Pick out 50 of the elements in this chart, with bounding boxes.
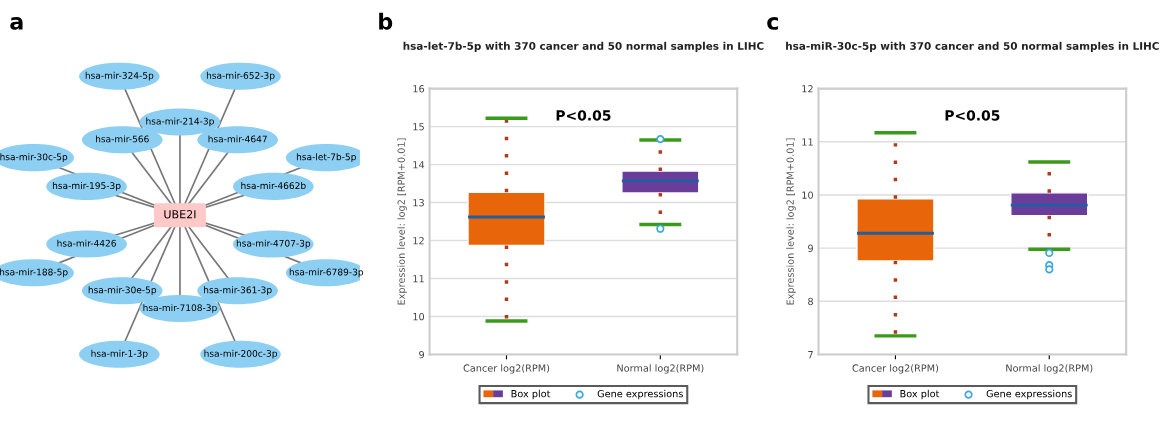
text: hsa-mir-4707-3p <box>236 239 311 249</box>
text: hsa-mir-214-3p <box>146 117 214 127</box>
text: hsa-mir-188-5p <box>0 268 68 278</box>
annotation: P<0.05 <box>945 110 1000 121</box>
y-tick-label: 7 <box>808 351 813 359</box>
text: hsa-mir-4662b <box>241 182 306 190</box>
legend-label: Box plot <box>511 389 551 400</box>
text: hsa-mir-361-3p <box>204 286 272 296</box>
text: hsa-mir-4647 <box>208 135 267 143</box>
text: hsa-mir-1-3p <box>91 349 148 359</box>
y-tick-label: 13 <box>413 199 424 207</box>
y-tick-label: 9 <box>808 244 813 252</box>
text: UBE2I <box>164 210 196 219</box>
text: hsa-mir-6789-3p <box>289 268 364 278</box>
y-tick-label: 11 <box>802 138 813 146</box>
legend-label: Gene expressions <box>986 389 1072 400</box>
x-tick-label: Normal log2(RPM) <box>1006 364 1093 374</box>
text: b <box>379 12 393 30</box>
x-tick-label: Cancer log2(RPM) <box>463 364 550 374</box>
text: hsa-mir-30e-5p <box>88 286 157 296</box>
y-tick-label: 16 <box>413 85 425 93</box>
y-tick-label: 11 <box>413 275 424 283</box>
chart-title: hsa-miR-30c-5p with 370 cancer and 50 normal samples in LIHC <box>786 41 1159 52</box>
text: hsa-let-7b-5p <box>296 153 356 163</box>
chart-title: hsa-let-7b-5p with 370 cancer and 50 normal samples in LIHC <box>403 41 764 52</box>
text: c <box>767 17 778 30</box>
y-axis-title: Expression level: log2 [RPM+0.01] <box>786 138 796 305</box>
y-tick-label: 12 <box>802 85 813 93</box>
y-tick-label: 8 <box>808 297 813 306</box>
annotation: P<0.05 <box>556 110 611 121</box>
y-axis-title: Expression level: log2 [RPM+0.01] <box>397 138 407 305</box>
y-tick-label: 12 <box>413 237 424 245</box>
y-tick-label: 14 <box>413 161 425 169</box>
text: hsa-mir-324-5p <box>85 71 154 81</box>
text: hsa-mir-195-3p <box>52 182 121 191</box>
y-tick-label: 10 <box>802 191 813 199</box>
x-tick-label: Cancer log2(RPM) <box>852 364 939 374</box>
y-tick-label: 9 <box>419 350 425 359</box>
y-tick-label: 10 <box>413 312 425 321</box>
text: hsa-mir-4426 <box>57 239 116 247</box>
x-tick-label: Normal log2(RPM) <box>617 364 704 374</box>
y-tick-label: 15 <box>413 123 424 131</box>
text: hsa-mir-652-3p <box>206 71 275 81</box>
text: hsa-mir-30c-5p <box>0 153 68 163</box>
text: hsa-mir-566 <box>95 135 149 143</box>
text: hsa-mir-7108-3p <box>143 304 217 313</box>
text: hsa-mir-200c-3p <box>204 349 277 359</box>
text: a <box>10 17 23 30</box>
legend-label: Box plot <box>900 389 940 400</box>
legend-label: Gene expressions <box>597 389 683 400</box>
